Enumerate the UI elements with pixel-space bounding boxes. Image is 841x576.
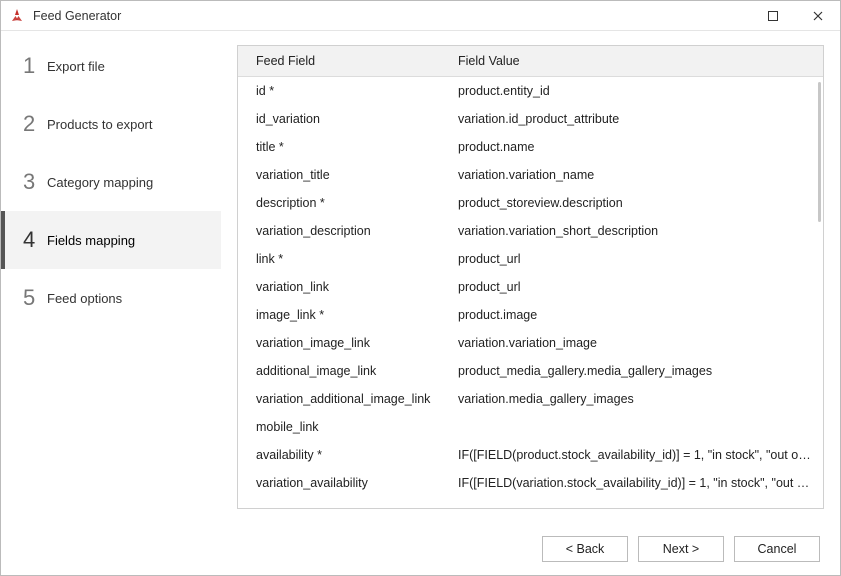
cell-field-value: IF([FIELD(product.stock_availability_id)… [448,441,823,469]
col-header-field-value[interactable]: Field Value [448,46,823,77]
step-number: 3 [23,169,47,195]
cell-feed-field: variation_link [238,273,448,301]
main-panel: Feed Field Field Value id *product.entit… [221,31,840,523]
cell-feed-field: title * [238,133,448,161]
cell-feed-field: id * [238,77,448,106]
app-icon [9,8,25,24]
step-export-file[interactable]: 1 Export file [1,37,221,95]
wizard-window: Feed Generator 1 Export file 2 Products … [0,0,841,576]
window-title: Feed Generator [33,9,750,23]
next-button[interactable]: Next > [638,536,724,562]
cell-feed-field: mobile_link [238,413,448,441]
table-row[interactable]: variation_descriptionvariation.variation… [238,217,823,245]
cell-field-value: product_storeview.description [448,189,823,217]
fields-mapping-table-frame: Feed Field Field Value id *product.entit… [237,45,824,509]
back-button[interactable]: < Back [542,536,628,562]
cell-feed-field: availability * [238,441,448,469]
cell-field-value [448,413,823,441]
cell-field-value: product.image [448,301,823,329]
cell-field-value: product.entity_id [448,77,823,106]
fields-mapping-table: Feed Field Field Value id *product.entit… [238,46,823,497]
cell-feed-field: variation_description [238,217,448,245]
table-row[interactable]: variation_linkproduct_url [238,273,823,301]
cell-feed-field: variation_availability [238,469,448,497]
table-row[interactable]: variation_additional_image_linkvariation… [238,385,823,413]
table-row[interactable]: id_variationvariation.id_product_attribu… [238,105,823,133]
cell-field-value: variation.variation_image [448,329,823,357]
table-row[interactable]: variation_image_linkvariation.variation_… [238,329,823,357]
scrollbar-thumb[interactable] [818,82,821,222]
wizard-footer: < Back Next > Cancel [1,523,840,575]
cell-field-value: variation.variation_name [448,161,823,189]
wizard-steps-sidebar: 1 Export file 2 Products to export 3 Cat… [1,31,221,523]
cell-feed-field: id_variation [238,105,448,133]
table-row[interactable]: id *product.entity_id [238,77,823,106]
fields-mapping-table-scroll[interactable]: Feed Field Field Value id *product.entit… [238,46,823,508]
col-header-feed-field[interactable]: Feed Field [238,46,448,77]
cell-feed-field: variation_additional_image_link [238,385,448,413]
cell-feed-field: image_link * [238,301,448,329]
step-label: Products to export [47,117,153,132]
cell-feed-field: additional_image_link [238,357,448,385]
table-row[interactable]: variation_availabilityIF([FIELD(variatio… [238,469,823,497]
cell-feed-field: description * [238,189,448,217]
step-fields-mapping[interactable]: 4 Fields mapping [1,211,221,269]
table-row[interactable]: variation_titlevariation.variation_name [238,161,823,189]
step-number: 5 [23,285,47,311]
table-row[interactable]: title *product.name [238,133,823,161]
step-products-to-export[interactable]: 2 Products to export [1,95,221,153]
table-row[interactable]: mobile_link [238,413,823,441]
table-row[interactable]: availability *IF([FIELD(product.stock_av… [238,441,823,469]
cell-feed-field: variation_image_link [238,329,448,357]
table-row[interactable]: image_link *product.image [238,301,823,329]
maximize-button[interactable] [750,1,795,30]
step-number: 1 [23,53,47,79]
step-category-mapping[interactable]: 3 Category mapping [1,153,221,211]
titlebar: Feed Generator [1,1,840,31]
cell-feed-field: variation_title [238,161,448,189]
step-number: 2 [23,111,47,137]
cell-field-value: product_url [448,245,823,273]
step-label: Category mapping [47,175,153,190]
table-row[interactable]: description *product_storeview.descripti… [238,189,823,217]
step-label: Feed options [47,291,122,306]
cell-field-value: variation.media_gallery_images [448,385,823,413]
close-button[interactable] [795,1,840,30]
cell-field-value: variation.variation_short_description [448,217,823,245]
cell-feed-field: link * [238,245,448,273]
step-feed-options[interactable]: 5 Feed options [1,269,221,327]
step-label: Fields mapping [47,233,135,248]
cell-field-value: product_url [448,273,823,301]
cell-field-value: IF([FIELD(variation.stock_availability_i… [448,469,823,497]
table-row[interactable]: link *product_url [238,245,823,273]
cell-field-value: product.name [448,133,823,161]
cancel-button[interactable]: Cancel [734,536,820,562]
cell-field-value: variation.id_product_attribute [448,105,823,133]
table-row[interactable]: additional_image_linkproduct_media_galle… [238,357,823,385]
window-controls [750,1,840,30]
step-number: 4 [23,227,47,253]
cell-field-value: product_media_gallery.media_gallery_imag… [448,357,823,385]
step-label: Export file [47,59,105,74]
